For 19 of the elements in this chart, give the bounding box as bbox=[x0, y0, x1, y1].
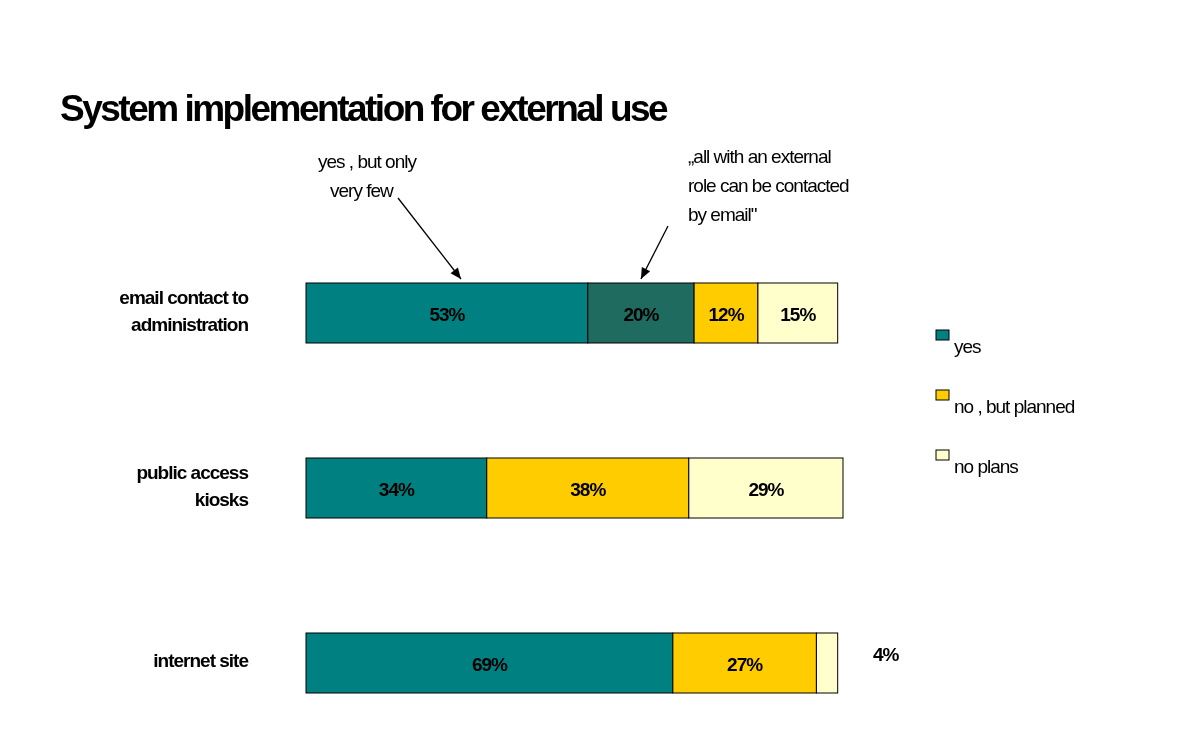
data-label: 27% bbox=[727, 654, 764, 675]
data-label: 69% bbox=[471, 654, 509, 675]
data-label: 38% bbox=[570, 479, 607, 500]
data-label: 12% bbox=[708, 304, 745, 325]
y-tick-label: email contact to administration bbox=[119, 286, 249, 335]
y-tick-label: public access kiosks bbox=[136, 461, 249, 510]
data-label: 20% bbox=[623, 304, 660, 325]
chart-title: System implementation for external use bbox=[60, 88, 669, 129]
data-label: 53% bbox=[429, 304, 466, 325]
data-label: 4% bbox=[872, 644, 900, 665]
data-label: 34% bbox=[378, 479, 415, 500]
annotation: „all with an external role can be contacted by email" bbox=[688, 146, 850, 225]
legend-label: no plans bbox=[954, 456, 1019, 477]
data-label: 15% bbox=[780, 304, 817, 325]
data-label: 29% bbox=[748, 479, 785, 500]
legend-label: yes bbox=[954, 336, 982, 357]
y-tick-label: internet site bbox=[153, 650, 249, 671]
text: yes , but only very few bbox=[318, 151, 418, 201]
legend-label: no , but planned bbox=[954, 396, 1075, 417]
